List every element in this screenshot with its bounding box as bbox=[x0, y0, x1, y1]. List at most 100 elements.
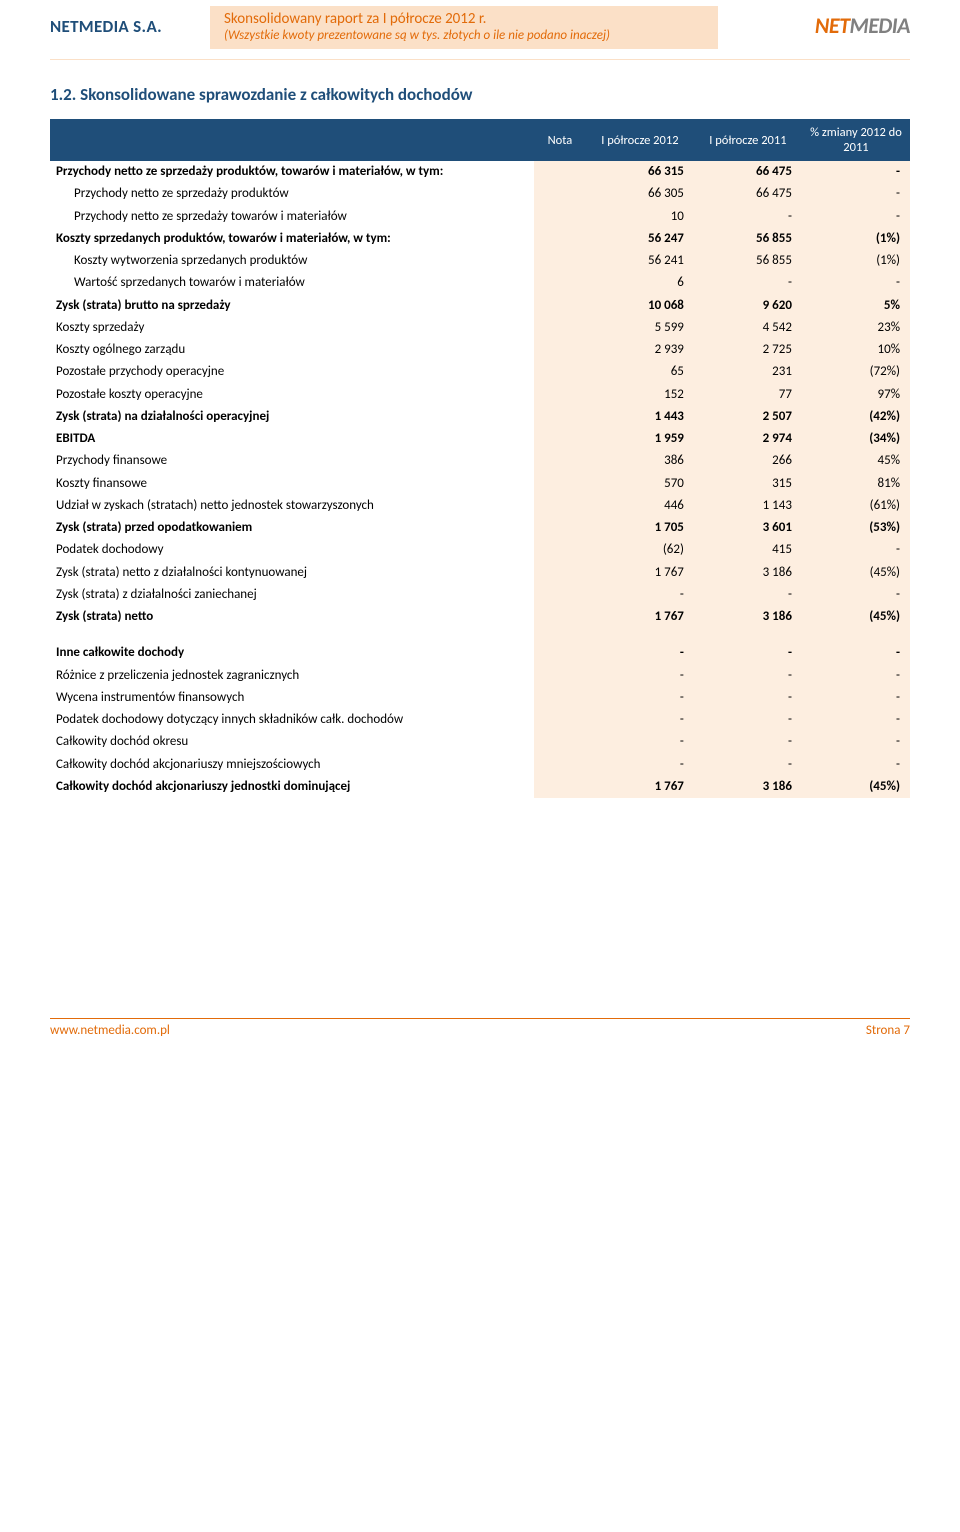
row-2011: 3 601 bbox=[694, 517, 802, 539]
row-2011: 56 855 bbox=[694, 228, 802, 250]
row-label: Inne całkowite dochody bbox=[50, 642, 534, 664]
subtitle-line1: Skonsolidowany raport za I półrocze 2012… bbox=[224, 10, 704, 28]
row-change: (42%) bbox=[802, 406, 910, 428]
col-label bbox=[50, 119, 534, 161]
footer-page: Strona 7 bbox=[866, 1023, 910, 1038]
row-nota bbox=[534, 272, 586, 294]
table-row: Pozostałe koszty operacyjne1527797% bbox=[50, 384, 910, 406]
table-row: Koszty wytworzenia sprzedanych produktów… bbox=[50, 250, 910, 272]
table-header-row: Nota I półrocze 2012 I półrocze 2011 % z… bbox=[50, 119, 910, 161]
row-2011: - bbox=[694, 731, 802, 753]
row-2012: 66 315 bbox=[586, 161, 694, 183]
row-2012: - bbox=[586, 687, 694, 709]
row-change: (34%) bbox=[802, 428, 910, 450]
col-nota: Nota bbox=[534, 119, 586, 161]
row-2012: - bbox=[586, 754, 694, 776]
row-2012: 66 305 bbox=[586, 183, 694, 205]
row-2011: - bbox=[694, 709, 802, 731]
row-2012: - bbox=[586, 584, 694, 606]
row-label: Zysk (strata) netto bbox=[50, 606, 534, 628]
table-row: Całkowity dochód akcjonariuszy jednostki… bbox=[50, 776, 910, 798]
row-2012: - bbox=[586, 709, 694, 731]
row-nota bbox=[534, 161, 586, 183]
row-change: (1%) bbox=[802, 228, 910, 250]
row-2011: 4 542 bbox=[694, 317, 802, 339]
row-2011: 66 475 bbox=[694, 183, 802, 205]
row-label: Całkowity dochód akcjonariuszy mniejszoś… bbox=[50, 754, 534, 776]
row-nota bbox=[534, 776, 586, 798]
row-2011: 3 186 bbox=[694, 776, 802, 798]
row-label: Przychody netto ze sprzedaży towarów i m… bbox=[50, 206, 534, 228]
row-nota bbox=[534, 642, 586, 664]
table-row: EBITDA1 9592 974(34%) bbox=[50, 428, 910, 450]
row-change: (1%) bbox=[802, 250, 910, 272]
row-2012: 2 939 bbox=[586, 339, 694, 361]
row-2012: 1 705 bbox=[586, 517, 694, 539]
row-2011: 2 725 bbox=[694, 339, 802, 361]
row-label: Podatek dochodowy bbox=[50, 539, 534, 561]
row-label: Koszty sprzedanych produktów, towarów i … bbox=[50, 228, 534, 250]
row-2012: - bbox=[586, 642, 694, 664]
table-row: Koszty sprzedanych produktów, towarów i … bbox=[50, 228, 910, 250]
row-2012: 1 767 bbox=[586, 606, 694, 628]
row-2011: 1 143 bbox=[694, 495, 802, 517]
row-change: - bbox=[802, 731, 910, 753]
row-change: - bbox=[802, 709, 910, 731]
row-change: - bbox=[802, 183, 910, 205]
row-2012: 10 068 bbox=[586, 295, 694, 317]
row-2011: - bbox=[694, 584, 802, 606]
row-nota bbox=[534, 206, 586, 228]
table-row: Koszty finansowe57031581% bbox=[50, 473, 910, 495]
row-2011: 315 bbox=[694, 473, 802, 495]
row-change: (45%) bbox=[802, 606, 910, 628]
row-2011: 231 bbox=[694, 361, 802, 383]
row-change: - bbox=[802, 206, 910, 228]
row-label: Zysk (strata) na działalności operacyjne… bbox=[50, 406, 534, 428]
row-2011: - bbox=[694, 687, 802, 709]
row-nota bbox=[534, 295, 586, 317]
row-label: Zysk (strata) przed opodatkowaniem bbox=[50, 517, 534, 539]
row-change: - bbox=[802, 161, 910, 183]
row-nota bbox=[534, 665, 586, 687]
table-row: Udział w zyskach (stratach) netto jednos… bbox=[50, 495, 910, 517]
row-label: Wartość sprzedanych towarów i materiałów bbox=[50, 272, 534, 294]
row-change: (72%) bbox=[802, 361, 910, 383]
row-label: Koszty finansowe bbox=[50, 473, 534, 495]
row-2012: (62) bbox=[586, 539, 694, 561]
subtitle-line2: (Wszystkie kwoty prezentowane są w tys. … bbox=[224, 28, 704, 43]
row-2012: 56 247 bbox=[586, 228, 694, 250]
table-row: Zysk (strata) przed opodatkowaniem 1 7053… bbox=[50, 517, 910, 539]
row-2012: 1 767 bbox=[586, 776, 694, 798]
company-name: NETMEDIA S.A. bbox=[50, 16, 210, 37]
row-label: Zysk (strata) z działalności zaniechanej bbox=[50, 584, 534, 606]
row-2012: 56 241 bbox=[586, 250, 694, 272]
row-label: Wycena instrumentów finansowych bbox=[50, 687, 534, 709]
row-nota bbox=[534, 709, 586, 731]
table-row: Wycena instrumentów finansowych--- bbox=[50, 687, 910, 709]
table-row: Inne całkowite dochody--- bbox=[50, 642, 910, 664]
row-2011: 66 475 bbox=[694, 161, 802, 183]
row-nota bbox=[534, 361, 586, 383]
table-row: Przychody finansowe38626645% bbox=[50, 450, 910, 472]
row-label: Pozostałe przychody operacyjne bbox=[50, 361, 534, 383]
row-change: - bbox=[802, 642, 910, 664]
row-2012: 65 bbox=[586, 361, 694, 383]
row-change: 5% bbox=[802, 295, 910, 317]
row-change: 23% bbox=[802, 317, 910, 339]
row-nota bbox=[534, 428, 586, 450]
row-label: Przychody netto ze sprzedaży produktów bbox=[50, 183, 534, 205]
table-row: Przychody netto ze sprzedaży towarów i m… bbox=[50, 206, 910, 228]
row-2012: 386 bbox=[586, 450, 694, 472]
table-row: Różnice z przeliczenia jednostek zagrani… bbox=[50, 665, 910, 687]
row-2011: 56 855 bbox=[694, 250, 802, 272]
row-2011: - bbox=[694, 206, 802, 228]
row-2011: 77 bbox=[694, 384, 802, 406]
row-2011: - bbox=[694, 665, 802, 687]
row-2011: 415 bbox=[694, 539, 802, 561]
page-header: NETMEDIA S.A. Skonsolidowany raport za I… bbox=[50, 0, 910, 60]
row-nota bbox=[534, 473, 586, 495]
row-nota bbox=[534, 183, 586, 205]
row-change: 97% bbox=[802, 384, 910, 406]
row-2011: 3 186 bbox=[694, 562, 802, 584]
row-2011: 3 186 bbox=[694, 606, 802, 628]
